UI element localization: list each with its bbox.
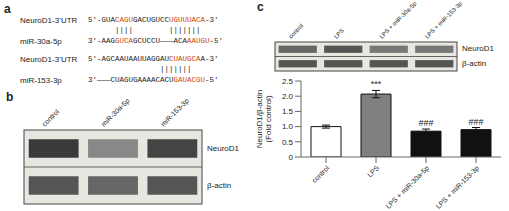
svg-text:LPS + miR-30a-5p: LPS + miR-30a-5p: [384, 164, 431, 211]
html-text:3'———CUAGUGAAAACACU GAUACGU -5: 3'———CUAGUGAAAACACU GAUACGU -5': [88, 76, 219, 84]
svg-text:control: control: [287, 23, 304, 40]
html-text:5'-GUA CAGU GACUGUCC UGUUUACA: 5'-GUA CAGU GACUGUCC UGUUUACA -3': [88, 16, 219, 24]
svg-text:miR-30a-5p: miR-30a-5p: [100, 97, 132, 129]
svg-text:LPS + miR-153-3p: LPS + miR-153-3p: [424, 0, 464, 40]
html-text:5'-AGCAAUAAUUAGGAU CUAUGCA A-3: 5'-AGCAAUAAUUAGGAU CUAUGCA A-3': [88, 55, 219, 63]
html-text:a: a: [4, 2, 11, 16]
svg-text:0: 0: [289, 153, 294, 162]
svg-text:LPS: LPS: [333, 27, 345, 39]
html-text:miR-153-3p: miR-153-3p: [20, 75, 62, 85]
svg-text:***: ***: [371, 79, 382, 89]
html-text:miR-30a-5p: miR-30a-5p: [20, 36, 62, 46]
svg-text:control: control: [310, 164, 330, 184]
svg-text:β-actin: β-actin: [207, 181, 231, 190]
svg-text:NeuroD1: NeuroD1: [462, 44, 495, 53]
svg-text:LPS + miR-153-3p: LPS + miR-153-3p: [434, 164, 481, 211]
svg-text:###: ###: [418, 118, 433, 128]
svg-text:miR-153-3p: miR-153-3p: [159, 97, 191, 129]
svg-text:2.0: 2.0: [282, 92, 294, 101]
svg-text:control: control: [41, 108, 61, 128]
svg-text:0.5: 0.5: [282, 138, 294, 147]
svg-text:###: ###: [468, 117, 483, 127]
svg-text:2.5: 2.5: [282, 77, 294, 86]
svg-text:c: c: [257, 0, 264, 14]
svg-text:NeuroD1: NeuroD1: [207, 144, 240, 153]
svg-text:b: b: [8, 90, 13, 104]
html-text:NeuroD1-3’UTR: NeuroD1-3’UTR: [20, 54, 78, 64]
svg-text:β-actin: β-actin: [462, 59, 486, 68]
svg-text:1.0: 1.0: [282, 122, 294, 131]
svg-text:LPS: LPS: [366, 164, 381, 179]
html-text:NeuroD1-3’UTR: NeuroD1-3’UTR: [20, 15, 78, 25]
html-text:3'-AAG GUCA GCUCCU———ACA AAUGU: 3'-AAG GUCA GCUCCU———ACA AAUGU -5': [88, 37, 224, 45]
svg-text:NeuroD1/β-actin(Fold control): NeuroD1/β-actin(Fold control): [255, 90, 273, 148]
svg-text:LPS + miR-30a-5p: LPS + miR-30a-5p: [378, 0, 418, 40]
svg-text:1.5: 1.5: [282, 107, 294, 116]
